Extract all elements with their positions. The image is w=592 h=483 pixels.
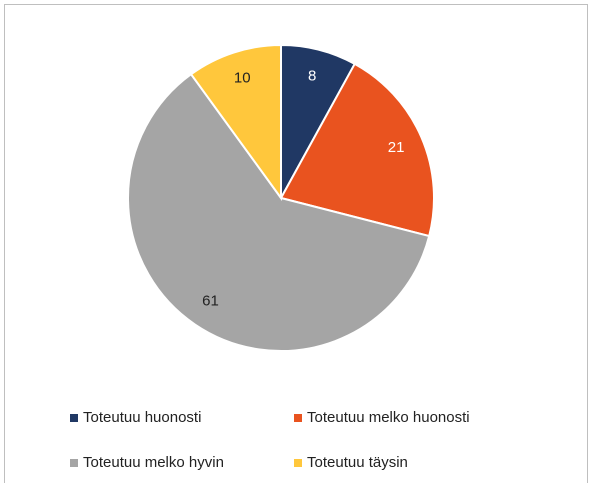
legend-swatch (70, 414, 78, 422)
pie-slice (189, 43, 282, 202)
legend-label: Toteutuu melko hyvin (83, 454, 224, 471)
legend-label: Toteutuu täysin (307, 454, 408, 471)
data-label: 10 (234, 70, 251, 87)
pie-slice (279, 62, 435, 238)
legend-swatch (70, 459, 78, 467)
legend-label: Toteutuu melko huonosti (307, 409, 470, 426)
legend-label: Toteutuu huonosti (83, 409, 201, 426)
data-label: 8 (308, 67, 316, 84)
legend-swatch (294, 414, 302, 422)
pie-slice (127, 72, 431, 352)
data-label: 61 (202, 293, 219, 310)
legend-swatch (294, 459, 302, 467)
data-label: 21 (388, 139, 405, 156)
